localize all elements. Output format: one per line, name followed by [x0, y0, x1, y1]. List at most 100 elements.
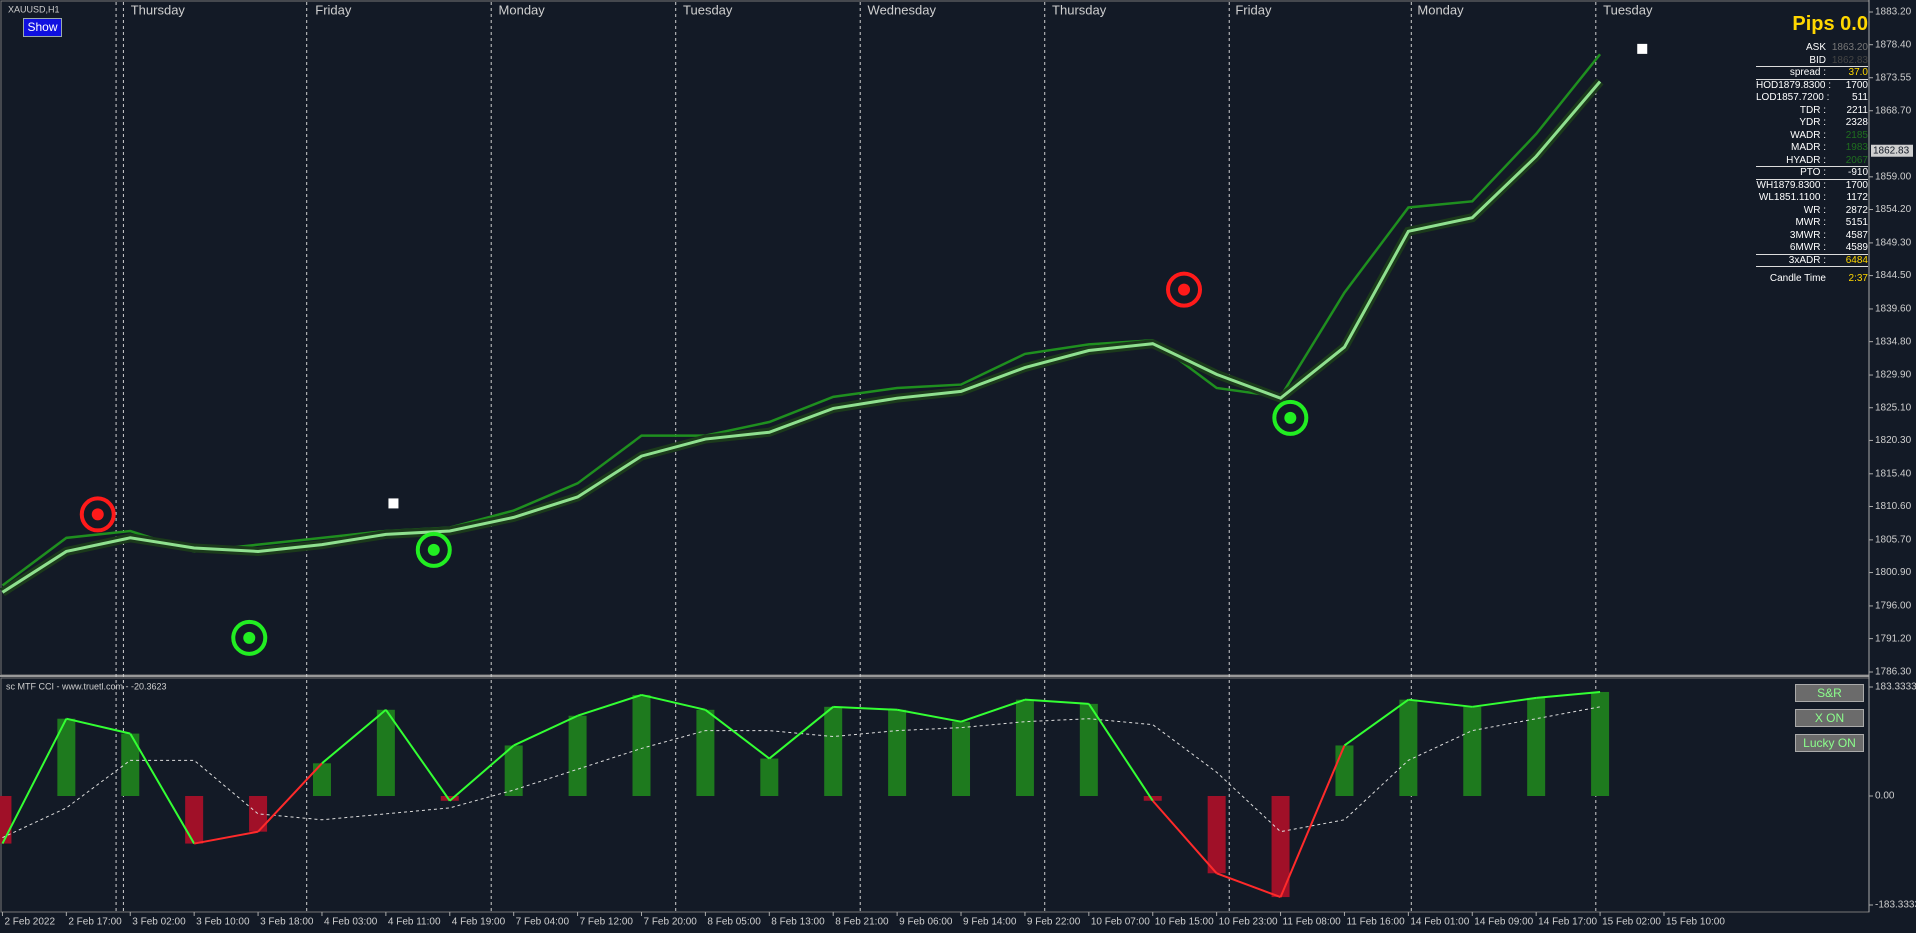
- info-value: 5151: [1845, 217, 1868, 228]
- x-tick-label: 15 Feb 10:00: [1666, 917, 1725, 928]
- cci-bar: [696, 709, 715, 796]
- info-value: 1172: [1846, 192, 1868, 203]
- cci-line: [385, 709, 451, 802]
- x-tick-label: 4 Feb 19:00: [452, 917, 506, 928]
- cci-bar: [1143, 796, 1162, 801]
- info-row: BID 1862.83: [1756, 54, 1868, 67]
- y-tick-label: 1810.60: [1875, 501, 1912, 512]
- y-tick-label: 1829.90: [1875, 370, 1912, 381]
- cci-line: [1408, 698, 1473, 708]
- signal-dot: [243, 631, 256, 644]
- x-tick-label: 8 Feb 05:00: [707, 917, 761, 928]
- cci-line: [1343, 698, 1409, 747]
- cci-bar: [1079, 703, 1098, 796]
- info-row: WH1879.8300 : 1700: [1756, 179, 1869, 193]
- y-tick-label: 1868.70: [1875, 105, 1912, 116]
- lucky-on-button[interactable]: Lucky ON: [1795, 734, 1864, 752]
- x-tick-label: 10 Feb 07:00: [1091, 917, 1150, 928]
- marker-square: [388, 498, 399, 509]
- cci-bar: [1271, 796, 1290, 898]
- info-value: 37.0: [1848, 67, 1868, 78]
- info-row: ASK 1863.20: [1756, 42, 1868, 55]
- cci-line: [129, 733, 196, 845]
- y-tick-label: 1805.70: [1875, 535, 1912, 546]
- cci-line: [1536, 690, 1601, 699]
- cci-bar: [121, 733, 140, 796]
- show-button[interactable]: Show: [23, 18, 62, 37]
- cci-bar: [760, 758, 779, 796]
- day-label: Monday: [1417, 2, 1464, 17]
- cci-line: [577, 693, 642, 717]
- y-tick-label: 1854.20: [1875, 204, 1912, 215]
- info-value: 6484: [1845, 254, 1868, 266]
- pips-title: Pips 0.0: [1792, 13, 1868, 35]
- info-label: MADR :: [1791, 142, 1826, 153]
- cci-bar: [504, 745, 523, 796]
- y-tick-label: 1796.00: [1875, 601, 1912, 612]
- info-label: TDR :: [1799, 104, 1826, 116]
- cci-bar: [249, 796, 268, 832]
- x-tick-label: 9 Feb 14:00: [963, 917, 1017, 928]
- y-tick-label: 1849.30: [1875, 238, 1912, 249]
- cci-line: [833, 705, 898, 711]
- cci-bar: [1335, 745, 1354, 796]
- info-label: BID: [1809, 54, 1826, 66]
- y-tick-label: 1800.90: [1875, 567, 1912, 578]
- info-row: PTO : -910: [1756, 167, 1868, 180]
- cci-line: [449, 744, 515, 802]
- info-value: 4589: [1845, 242, 1868, 253]
- x-tick-label: 4 Feb 11:00: [388, 917, 441, 928]
- cci-bar: [952, 721, 971, 796]
- y-tick-label: 183.3333: [1875, 682, 1916, 693]
- day-label: Wednesday: [868, 2, 937, 17]
- info-label: HYADR :: [1786, 154, 1826, 166]
- y-tick-label: 1825.10: [1875, 402, 1912, 413]
- info-panel: Pips 0.0 ASK 1863.20 BID 1862.83 spread : 37.…: [1756, 10, 1868, 286]
- y-tick-label: -183.3333: [1875, 900, 1916, 911]
- info-row: HYADR : 2067: [1756, 154, 1868, 167]
- info-value: 1863.20: [1831, 42, 1868, 53]
- cci-bar: [0, 796, 12, 844]
- cci-line: [960, 698, 1026, 723]
- signal-dot: [91, 508, 104, 521]
- y-tick-label: 1839.60: [1875, 304, 1912, 315]
- x-tick-label: 2 Feb 17:00: [68, 917, 122, 928]
- y-tick-label: 1786.30: [1875, 667, 1912, 678]
- info-label: YDR :: [1799, 117, 1826, 128]
- cci-bar: [185, 796, 204, 844]
- x-tick-label: 8 Feb 21:00: [835, 917, 889, 928]
- signal-ring: [231, 619, 268, 656]
- cci-line: [1088, 703, 1154, 802]
- x-tick-label: 14 Feb 09:00: [1474, 917, 1533, 928]
- cci-line: [1, 718, 68, 845]
- cci-line: [1151, 800, 1218, 874]
- info-row: MADR : 1983: [1756, 142, 1868, 155]
- info-label: WH1879.8300 :: [1756, 179, 1827, 191]
- info-value: 1700: [1845, 179, 1868, 191]
- day-label: Monday: [499, 2, 546, 17]
- x-tick-label: 10 Feb 23:00: [1219, 917, 1278, 928]
- info-label: 3MWR :: [1789, 229, 1826, 241]
- cci-line: [1279, 745, 1346, 898]
- signal-ring: [1166, 271, 1203, 308]
- info-label: Candle Time: [1769, 273, 1826, 284]
- cci-line: [193, 830, 259, 845]
- y-tick-label: 1820.30: [1875, 435, 1912, 446]
- x-tick-label: 7 Feb 20:00: [643, 917, 697, 928]
- info-row: 6MWR : 4589: [1756, 242, 1868, 255]
- y-tick-label: 1878.40: [1875, 39, 1912, 50]
- info-row: Candle Time 2:37: [1756, 273, 1868, 286]
- x-on-button[interactable]: X ON: [1795, 709, 1864, 727]
- info-value: 2067: [1845, 154, 1868, 166]
- cci-bar: [1463, 706, 1482, 796]
- cci-line: [704, 708, 770, 760]
- y-tick-label: 1815.40: [1875, 468, 1912, 479]
- info-row: HOD1879.8300 : 1700: [1756, 80, 1868, 93]
- x-tick-label: 2 Feb 2022: [4, 917, 55, 928]
- info-label: 6MWR :: [1789, 242, 1826, 253]
- cci-line: [641, 693, 706, 711]
- x-tick-label: 14 Feb 01:00: [1410, 917, 1469, 928]
- symbol-title: XAUUSD,H1: [8, 4, 60, 14]
- sr-button[interactable]: S&R: [1795, 684, 1864, 702]
- info-value: 2328: [1845, 117, 1868, 128]
